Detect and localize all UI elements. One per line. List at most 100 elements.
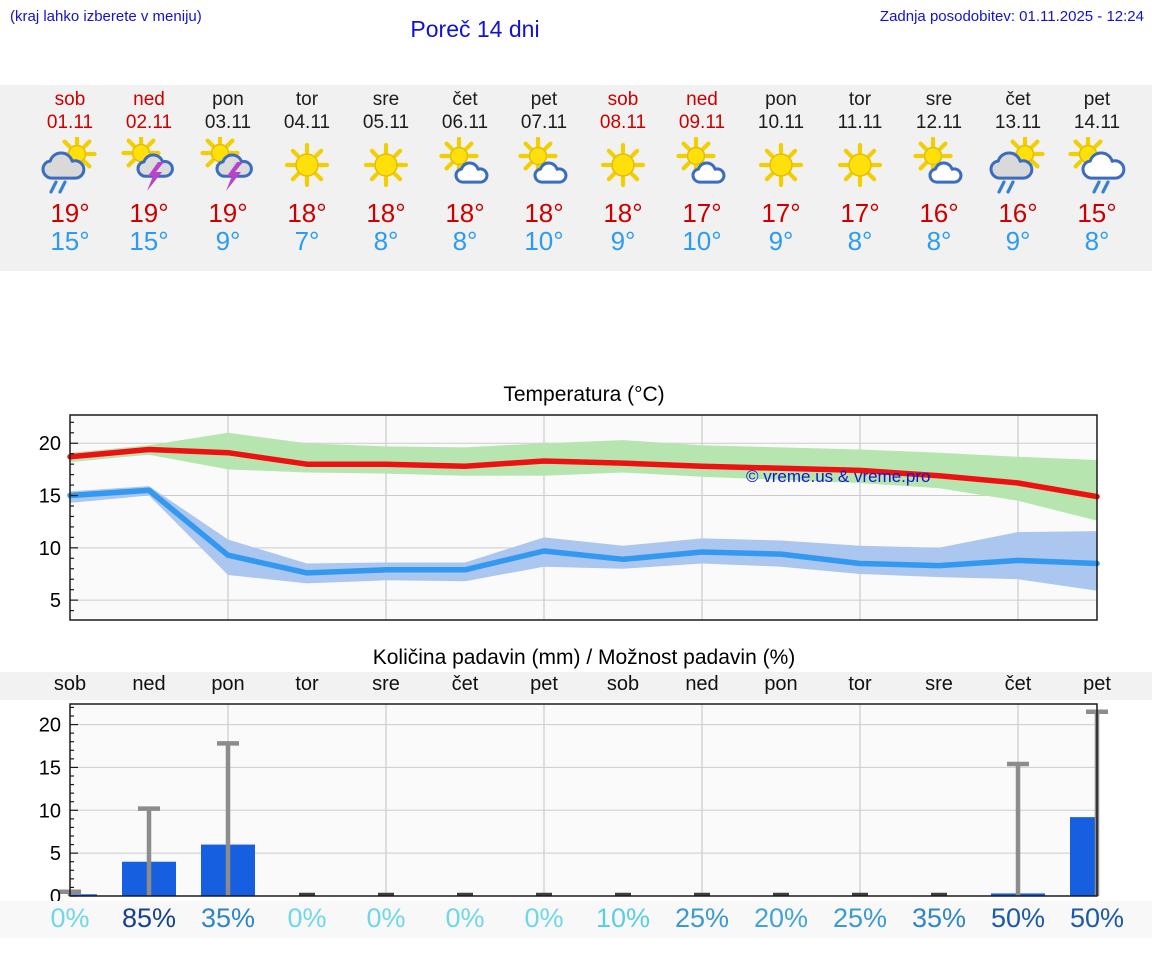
sun-storm-icon [200, 133, 253, 191]
weather-icon [817, 137, 903, 195]
forecast-day-13.11: čet 13.11 16° 9° [975, 88, 1061, 256]
sun-cloud-icon [913, 136, 963, 184]
forecast-day-07.11: pet 07.11 18° 10° [501, 88, 587, 256]
day-date: 14.11 [1073, 112, 1121, 133]
day-date: 05.11 [362, 112, 410, 133]
day-name: sre [372, 89, 400, 110]
day-name: pon [212, 89, 244, 110]
low-temp: 8° [847, 226, 873, 256]
forecast-day-01.11: sob 01.11 19° 15° [27, 88, 113, 256]
y-axis-label: 0 [50, 886, 61, 901]
sun-icon [758, 142, 804, 188]
forecast-day-03.11: pon 03.11 19° 9° [185, 88, 271, 256]
day-name: ned [686, 89, 718, 110]
day-date: 09.11 [678, 112, 726, 133]
precip-probability: 25% [832, 903, 888, 933]
sun-icon [363, 142, 409, 188]
precip-probability: 0% [50, 903, 90, 933]
day-date: 04.11 [283, 112, 331, 133]
sun-cloud-icon [518, 136, 568, 184]
day-date: 03.11 [204, 112, 252, 133]
min-temp-band [70, 486, 1097, 591]
location-hint: (kraj lahko izberete v meniju) [10, 8, 202, 25]
high-temp: 18° [524, 198, 564, 228]
precip-probability: 0% [445, 903, 485, 933]
max-temp-band [70, 432, 1097, 521]
forecast-day-14.11: pet 14.11 15° 8° [1054, 88, 1140, 256]
y-axis-label: 20 [39, 433, 61, 455]
day-date: 11.11 [837, 112, 883, 133]
precipitation-day-labels: sob ned pon tor sre čet pet sob ned pon tor sre čet p… [0, 672, 1152, 700]
forecast-day-12.11: sre 12.11 16° 8° [896, 88, 982, 256]
day-name: ned [133, 89, 165, 110]
forecast-day-08.11: sob 08.11 18° 9° [580, 88, 666, 256]
day-name: sre [925, 89, 953, 110]
precip-day-label: ned [132, 673, 166, 695]
weather-icon [343, 137, 429, 195]
precip-probability: 25% [674, 903, 730, 933]
forecast-day-02.11: ned 02.11 19° 15° [106, 88, 192, 256]
sun-cloud-icon [676, 136, 726, 184]
high-temp: 18° [287, 198, 327, 228]
last-update: Zadnja posodobitev: 01.11.2025 - 12:24 [879, 8, 1144, 25]
min-temp-line [67, 487, 1100, 576]
day-date: 02.11 [125, 112, 173, 133]
temperature-chart-title: Temperatura (°C) [503, 383, 665, 406]
high-temp: 18° [445, 198, 485, 228]
day-name: pet [530, 89, 558, 110]
sun-cloud-icon [439, 136, 489, 184]
day-name: tor [848, 89, 872, 110]
weather-icon [738, 137, 824, 195]
high-temp: 15° [1077, 198, 1117, 228]
precip-day-label: sob [53, 673, 87, 695]
low-temp: 8° [373, 226, 399, 256]
forecast-day-06.11: čet 06.11 18° 8° [422, 88, 508, 256]
forecast-day-11.11: tor 11.11 17° 8° [817, 88, 903, 256]
low-temp: 8° [1084, 226, 1110, 256]
day-date: 13.11 [994, 112, 1042, 133]
high-temp: 17° [682, 198, 722, 228]
day-name: čet [1005, 89, 1031, 110]
day-date: 01.11 [46, 112, 94, 133]
precip-probability: 50% [1069, 903, 1125, 933]
weather-icon [896, 136, 982, 195]
precip-probability: 0% [366, 903, 406, 933]
weather-icon [264, 137, 350, 195]
low-temp: 15° [50, 226, 90, 256]
day-name: čet [452, 89, 478, 110]
high-temp: 19° [50, 198, 90, 228]
low-temp: 15° [129, 226, 169, 256]
low-temp: 9° [768, 226, 794, 256]
low-temp: 9° [215, 226, 241, 256]
precip-day-label: sob [606, 673, 640, 695]
precip-day-label: čet [451, 673, 479, 695]
low-temp: 8° [452, 226, 478, 256]
sun-rain-light-icon [1068, 134, 1126, 194]
precip-day-label: tor [295, 673, 319, 695]
precip-day-label: ned [685, 673, 719, 695]
day-name: pon [765, 89, 797, 110]
day-date: 08.11 [599, 112, 647, 133]
precip-probability: 20% [753, 903, 809, 933]
sun-rain-icon [41, 134, 97, 194]
precipitation-chart: 0 5 10 15 20 [39, 703, 1108, 901]
high-temp: 18° [603, 198, 643, 228]
forecast-day-10.11: pon 10.11 17° 9° [738, 88, 824, 256]
precip-probability: 85% [121, 903, 177, 933]
precip-day-label: tor [848, 673, 872, 695]
day-name: tor [295, 89, 319, 110]
forecast-day-09.11: ned 09.11 17° 10° [659, 88, 745, 256]
day-date: 10.11 [757, 112, 805, 133]
sun-rain-icon [989, 134, 1045, 194]
precip-day-label: čet [1004, 673, 1032, 695]
precip-day-label: pon [764, 673, 798, 695]
precip-day-label: pet [530, 673, 558, 695]
high-temp: 19° [129, 198, 169, 228]
sun-icon [600, 142, 646, 188]
page-title: Poreč 14 dni [410, 16, 540, 42]
weather-icon [580, 137, 666, 195]
forecast-strip: sob 01.11 19° 15° ned 02.11 19° 15° pon 03.11 19° 9… [0, 85, 1152, 271]
day-name: sob [607, 89, 639, 110]
precip-day-label: pet [1083, 673, 1111, 695]
precip-day-label: sre [925, 673, 953, 695]
